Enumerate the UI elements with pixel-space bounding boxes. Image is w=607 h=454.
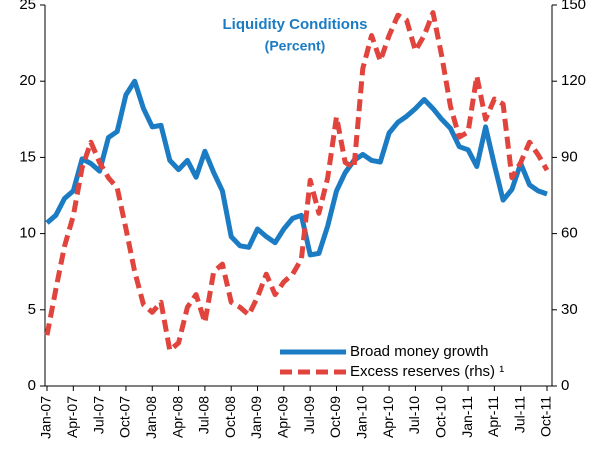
- x-tick-label: Jan-11: [459, 396, 475, 438]
- series-line: [45, 78, 548, 258]
- x-tick-label: Oct-08: [222, 396, 238, 438]
- x-tick-label: Oct-07: [117, 396, 133, 438]
- x-tick-label: Jan-10: [353, 396, 369, 439]
- y-tick-label: 15: [19, 148, 36, 165]
- x-tick-label: Apr-10: [380, 396, 396, 438]
- chart-title: Liquidity Conditions: [223, 16, 368, 33]
- x-tick-label: Jul-09: [301, 396, 317, 434]
- x-tick-label: Oct-11: [538, 396, 554, 437]
- y-tick-label: 25: [19, 0, 36, 13]
- y-tick-label: 20: [19, 72, 36, 89]
- x-tick-label: Jan-09: [248, 396, 264, 439]
- legend-label: Broad money growth: [350, 343, 488, 360]
- x-tick-label: Oct-09: [327, 396, 343, 438]
- y2-tick-label: 90: [561, 148, 578, 165]
- y2-tick-label: 0: [561, 377, 569, 394]
- chart-subtitle: (Percent): [265, 38, 326, 54]
- x-tick-label: Apr-11: [485, 396, 501, 437]
- y2-tick-label: 120: [561, 72, 586, 89]
- x-tick-label: Jul-11: [511, 396, 527, 433]
- y-tick-label: 5: [28, 301, 36, 318]
- y2-tick-label: 150: [561, 0, 586, 13]
- x-tick-label: Jan-08: [143, 396, 159, 439]
- y2-tick-label: 30: [561, 301, 578, 318]
- x-tick-label: Jan-07: [38, 396, 54, 439]
- x-tick-label: Oct-10: [432, 396, 448, 438]
- x-tick-label: Jul-10: [406, 396, 422, 434]
- y-tick-label: 10: [19, 225, 36, 242]
- legend-label: Excess reserves (rhs) ¹: [350, 363, 504, 380]
- x-tick-label: Jul-08: [196, 396, 212, 434]
- x-tick-label: Apr-07: [64, 396, 80, 438]
- series-line: [44, 10, 550, 353]
- x-tick-label: Jul-07: [90, 396, 106, 434]
- x-tick-label: Apr-08: [169, 396, 185, 438]
- y2-tick-label: 60: [561, 225, 578, 242]
- x-tick-label: Apr-09: [275, 396, 291, 438]
- y-tick-label: 0: [28, 377, 36, 394]
